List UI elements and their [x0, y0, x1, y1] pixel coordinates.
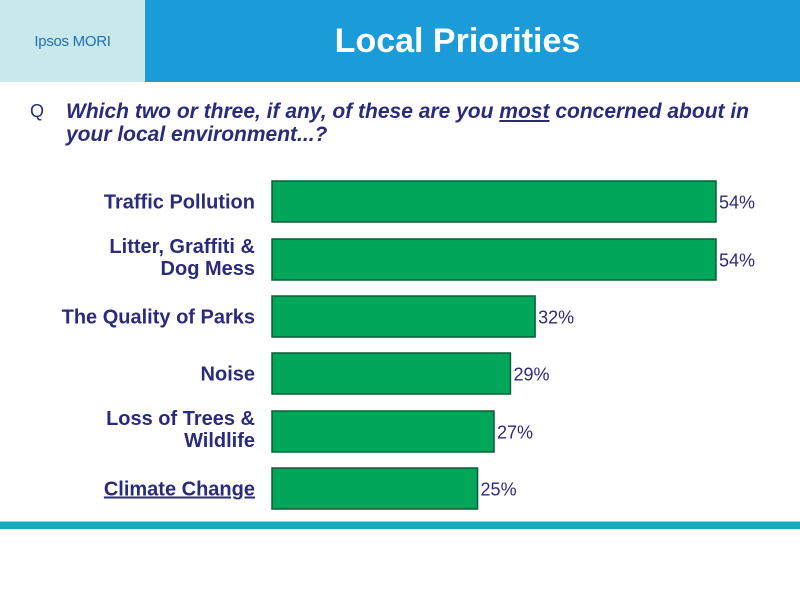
category-label: Wildlife	[184, 430, 255, 452]
question-marker: Q	[30, 101, 45, 121]
bar	[271, 180, 717, 223]
data-label: 32%	[538, 308, 574, 328]
category-label: Dog Mess	[161, 258, 255, 280]
category-label: Loss of Trees &	[106, 408, 255, 430]
data-label: 27%	[497, 423, 533, 443]
data-label: 54%	[719, 251, 755, 271]
category-label: Noise	[201, 364, 255, 386]
category-label: The Quality of Parks	[62, 307, 255, 329]
bar	[271, 410, 495, 453]
bar	[271, 238, 717, 281]
data-label: 25%	[481, 480, 517, 500]
question-text-before: Which two or three, if any, of these are…	[66, 100, 500, 123]
question-text: Which two or three, if any, of these are…	[66, 100, 800, 146]
header: Local Priorities	[145, 0, 800, 82]
data-label: 54%	[719, 193, 755, 213]
question: Q Which two or three, if any, of these a…	[30, 100, 800, 146]
divider	[0, 521, 800, 529]
bar	[271, 295, 536, 338]
bar	[271, 352, 512, 395]
category-label: Climate Change	[104, 479, 255, 501]
brand-logo: Ipsos MORI	[34, 32, 111, 50]
category-label: Traffic Pollution	[104, 192, 255, 214]
data-label: 29%	[513, 365, 549, 385]
bar	[271, 467, 479, 510]
question-emphasis: most	[499, 100, 550, 123]
question-text-after: concerned about in your local environmen…	[66, 100, 750, 146]
page-title: Local Priorities	[334, 21, 581, 60]
category-label: Litter, Graffiti &	[109, 236, 255, 258]
brand-box: Ipsos MORI	[0, 0, 145, 82]
